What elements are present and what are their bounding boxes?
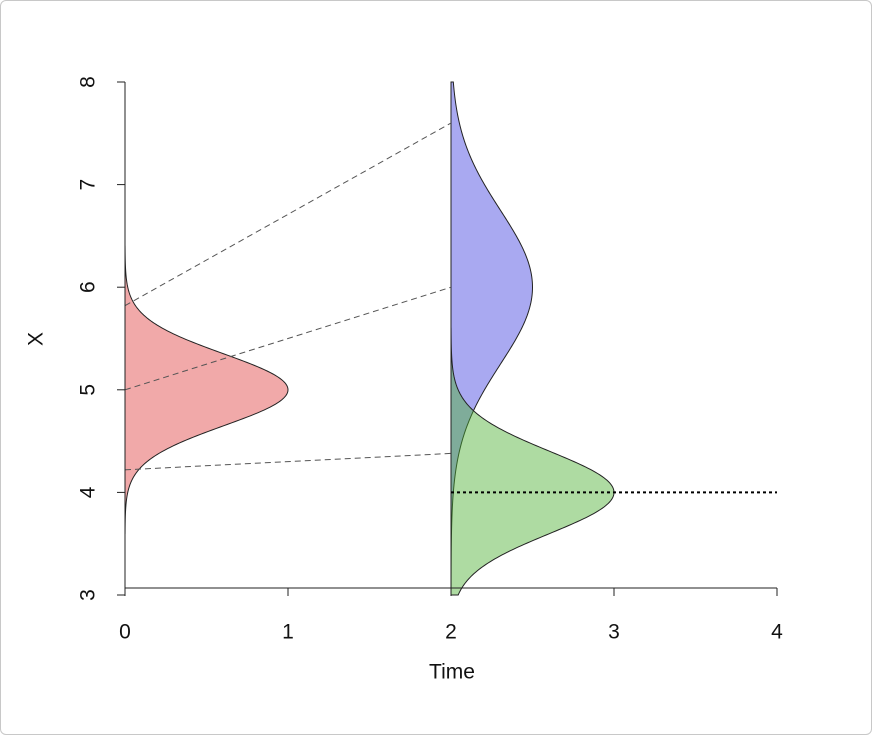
y-tick-label: 3 [77, 589, 100, 601]
density-curve [124, 245, 289, 534]
x-tick-label: 0 [119, 621, 131, 644]
y-tick-label: 7 [77, 179, 100, 191]
y-tick-label: 6 [77, 281, 100, 293]
y-tick-label: 4 [77, 486, 100, 498]
x-tick-label: 1 [282, 621, 294, 644]
dashed-connector [124, 122, 452, 307]
x-tick-label: 2 [445, 621, 457, 644]
y-axis-label: X [25, 332, 48, 346]
density-curve [450, 327, 615, 596]
y-tick-label: 8 [77, 76, 100, 88]
x-tick-label: 4 [771, 621, 783, 644]
dashed-connector [124, 286, 452, 391]
dashed-connector [124, 452, 452, 471]
density-curve [450, 81, 534, 596]
x-tick-label: 3 [608, 621, 620, 644]
x-axis-label: Time [429, 661, 475, 684]
y-tick-label: 5 [77, 384, 100, 396]
